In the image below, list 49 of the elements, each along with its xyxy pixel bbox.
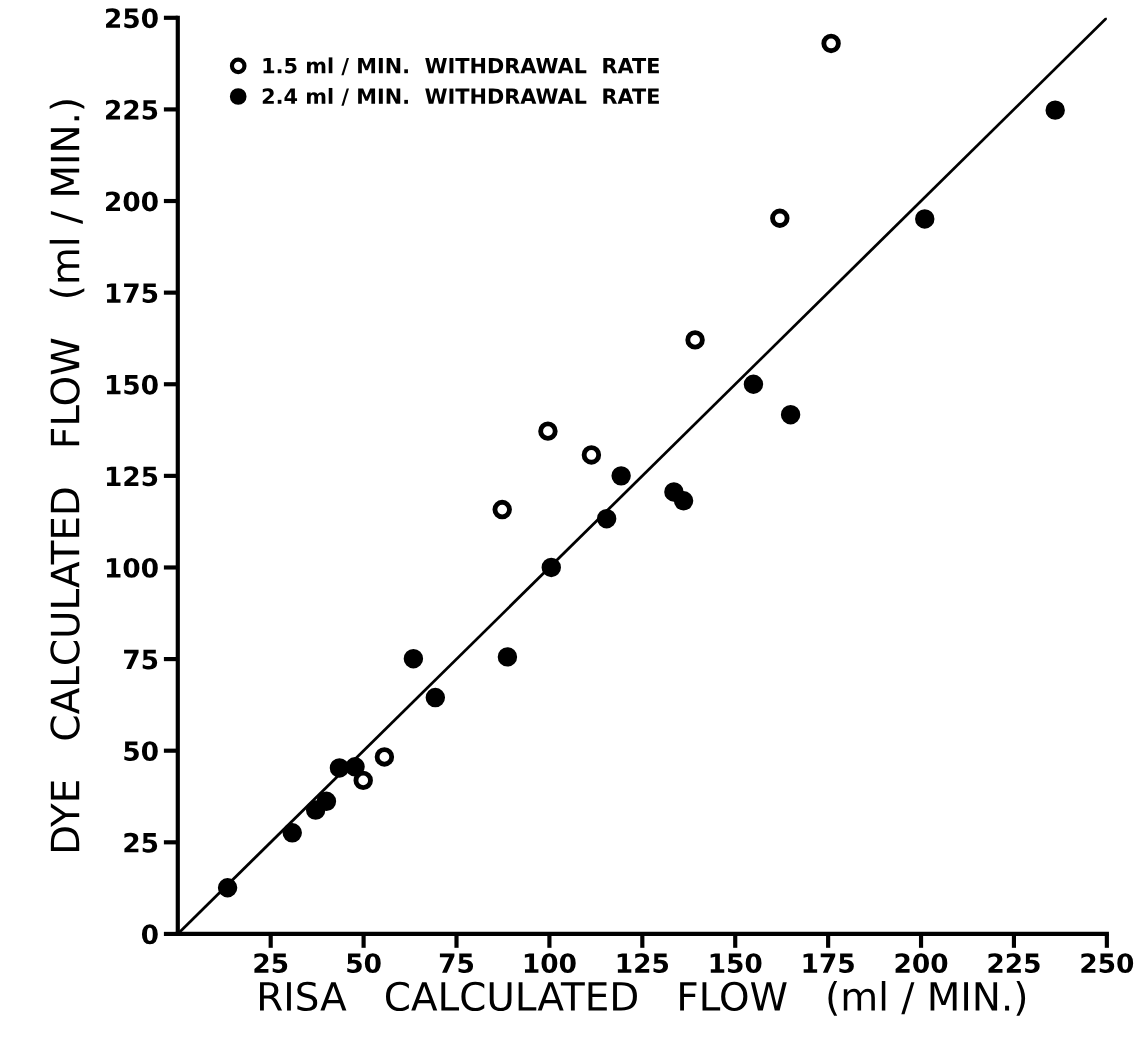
point bbox=[217, 878, 238, 898]
point bbox=[538, 421, 558, 441]
point bbox=[305, 800, 326, 820]
x-tick-label: 100 bbox=[524, 953, 576, 974]
x-tick-label: 50 bbox=[347, 953, 381, 974]
y-tick-label: 75 bbox=[124, 649, 158, 670]
x-tick-label: 150 bbox=[710, 953, 762, 974]
legend-label: 2.4 ml / MIN. WITHDRAWAL RATE bbox=[262, 87, 659, 106]
point bbox=[345, 757, 365, 777]
y-tick-label: 225 bbox=[106, 99, 158, 120]
x-axis-title: RISA CALCULATED FLOW (ml / MIN.) bbox=[260, 980, 1026, 1016]
point bbox=[282, 823, 302, 843]
y-tick-label: 0 bbox=[141, 924, 158, 945]
x-tick-label: 75 bbox=[439, 953, 474, 974]
point bbox=[374, 747, 395, 767]
y-tick-label: 200 bbox=[106, 191, 158, 212]
point bbox=[611, 466, 631, 486]
x-tick-label: 250 bbox=[1081, 953, 1134, 974]
point bbox=[329, 758, 350, 778]
x-tick-label: 25 bbox=[254, 953, 288, 974]
point bbox=[581, 445, 602, 465]
y-tick-label: 50 bbox=[124, 741, 158, 762]
x-tick-label: 225 bbox=[988, 953, 1040, 974]
point bbox=[1045, 100, 1065, 120]
x-tick-label: 175 bbox=[803, 953, 854, 974]
x-tick-label: 125 bbox=[617, 953, 669, 974]
point bbox=[425, 687, 446, 708]
x-tick-label: 200 bbox=[895, 953, 948, 974]
point bbox=[770, 208, 790, 228]
y-tick-label: 250 bbox=[106, 8, 158, 29]
point bbox=[353, 770, 373, 791]
y-tick-label: 100 bbox=[106, 557, 158, 578]
point bbox=[821, 33, 841, 54]
point bbox=[403, 649, 424, 669]
point bbox=[780, 404, 801, 425]
point bbox=[673, 491, 694, 511]
point bbox=[743, 374, 764, 394]
point bbox=[596, 509, 617, 529]
y-tick-label: 25 bbox=[124, 832, 158, 853]
y-tick-label: 175 bbox=[106, 283, 158, 304]
point bbox=[541, 557, 561, 578]
y-tick-label: 150 bbox=[106, 374, 158, 395]
legend-label: 1.5 ml / MIN. WITHDRAWAL RATE bbox=[263, 57, 659, 76]
point bbox=[492, 499, 512, 520]
point bbox=[497, 647, 518, 667]
y-tick-label: 125 bbox=[106, 466, 158, 487]
point bbox=[685, 330, 705, 350]
point bbox=[915, 209, 935, 229]
y-axis-title: DYE CALCULATED FLOW (ml / MIN.) bbox=[49, 100, 85, 851]
